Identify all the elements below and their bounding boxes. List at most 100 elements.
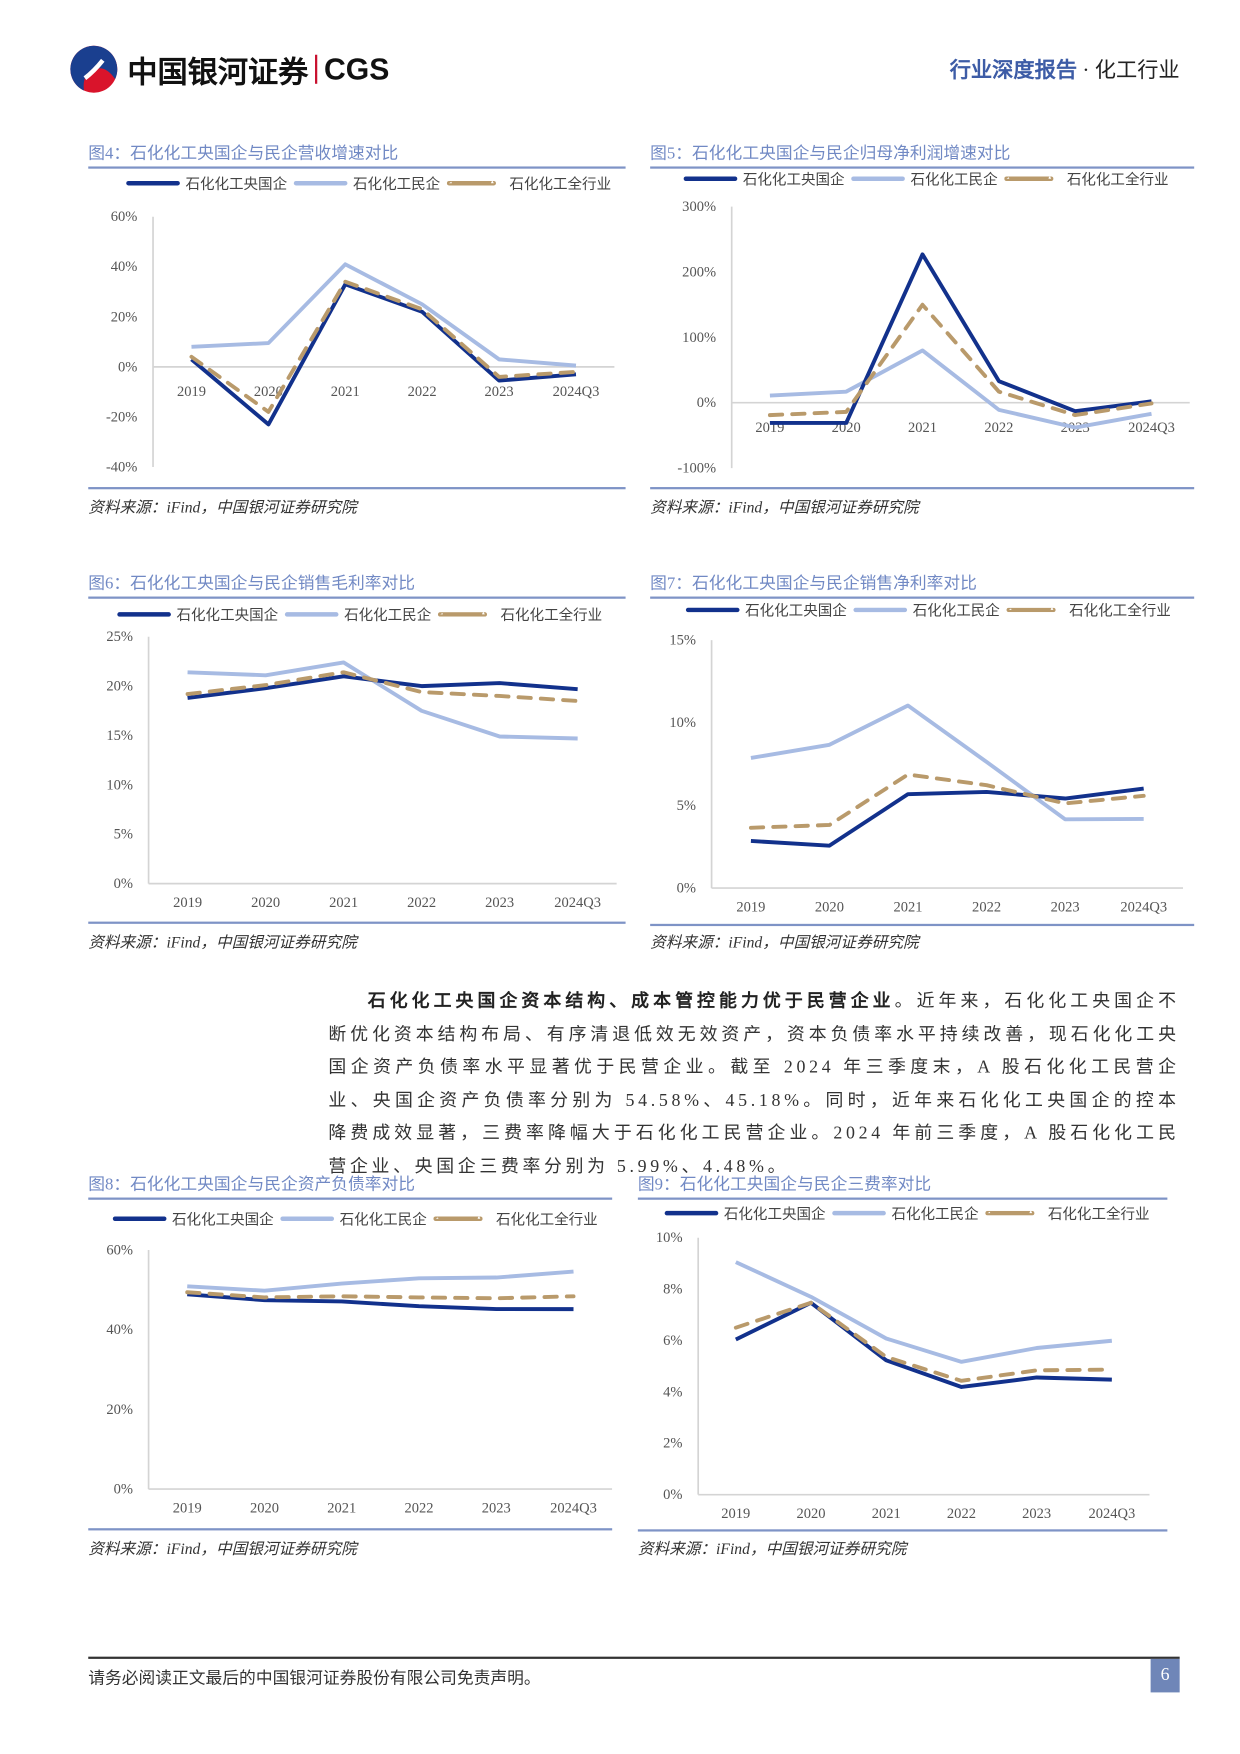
- legend-label: 石化化工央国企: [723, 1205, 826, 1223]
- legend-item-private: 石化化工民企: [832, 1202, 979, 1223]
- logo-divider: [315, 54, 318, 84]
- x-tick-label: 2022: [984, 420, 1013, 436]
- legend-item-central: 石化化工央国企: [126, 172, 287, 193]
- figure-bottom-rule: [650, 487, 1195, 490]
- y-tick-label: 100%: [682, 330, 716, 346]
- series-line-private: [769, 348, 1152, 430]
- x-tick-label: 2020: [251, 895, 280, 911]
- line-chart: 0% 2% 4% 6% 8% 10% 2019 2020 2021 2022 2023 2024Q3: [656, 1230, 1150, 1522]
- y-tick-label: 0%: [677, 881, 696, 897]
- legend-swatch-private: [853, 607, 908, 612]
- x-tick-label: 2023: [485, 384, 514, 400]
- legend-swatch-industry: [1006, 607, 1056, 612]
- chart-legend: 石化化工央国企 石化化工民企 石化化工全行业: [117, 603, 609, 624]
- report-header: 行业深度报告 · 化工行业: [950, 54, 1180, 84]
- x-tick-label: 2019: [173, 1501, 202, 1517]
- legend-item-central: 石化化工央国企: [685, 599, 847, 620]
- line-chart: -100%0%100%200%300%2019 2020 2021 2022 2023 2…: [677, 199, 1190, 477]
- x-tick-label: 2019: [177, 384, 206, 400]
- figure-bottom-rule: [88, 487, 626, 490]
- line-chart: -40%-20%0%20%40%60%2019 2020 2021 2022 2023 2…: [106, 209, 615, 475]
- series-line-central: [769, 252, 1152, 425]
- legend-label: 石化化工民企: [344, 606, 432, 624]
- x-tick-label: 2023: [482, 1501, 511, 1517]
- series-line-industry: [185, 670, 580, 703]
- x-tick-label: 2021: [894, 900, 923, 916]
- y-tick-label: 20%: [106, 679, 133, 695]
- legend-swatch-private: [280, 1215, 335, 1221]
- y-tick-label: 40%: [111, 259, 138, 275]
- figure-source: 资料来源：iFind，中国银河证券研究院: [88, 1541, 357, 1559]
- y-tick-label: 15%: [106, 728, 133, 744]
- report-type: 行业深度报告: [949, 59, 1078, 83]
- legend-label: 石化化工民企: [891, 1205, 979, 1223]
- series-line-industry: [189, 279, 578, 414]
- figure-source: 资料来源：iFind，中国银河证券研究院: [88, 935, 357, 952]
- y-tick-label: 20%: [111, 309, 138, 325]
- series-line-central: [187, 1292, 574, 1312]
- legend-item-industry: 石化化工全行业: [1004, 168, 1169, 189]
- figure-title: 图5：石化化工央国企与民企归母净利润增速对比: [650, 145, 1011, 164]
- y-tick-label: 60%: [111, 209, 138, 225]
- figure-top-rule: [88, 1197, 613, 1200]
- x-tick-label: 2021: [331, 384, 360, 400]
- legend-label: 石化化工全行业: [1066, 170, 1169, 188]
- figure-top-rule: [88, 166, 626, 169]
- paragraph-lead: 石化化工央国企资本结构、成本管控能力优于民营企业: [367, 991, 895, 1011]
- y-tick-label: 10%: [656, 1230, 683, 1246]
- y-tick-label: 0%: [118, 359, 137, 375]
- y-tick-label: 25%: [106, 631, 133, 645]
- figure-top-rule: [650, 596, 1195, 599]
- series-line-industry: [748, 772, 1146, 830]
- series-line-central: [190, 282, 577, 427]
- paragraph-body: 。近年来，石化化工央国企不断优化资本结构布局、有序清退低效无效资产，资本负债率水…: [328, 991, 1180, 1177]
- legend-item-central: 石化化工央国企: [112, 1208, 274, 1229]
- y-tick-label: -40%: [106, 459, 137, 475]
- x-tick-label: 2022: [404, 1501, 433, 1517]
- cgs-logo-icon: [70, 45, 118, 93]
- logo-text-cn: 中国银河证券: [127, 55, 309, 89]
- figure-6: 图6：石化化工央国企与民企销售毛利率对比 石化化工央国企 石化化工民企 石化化工…: [88, 571, 626, 956]
- series-line-industry: [767, 302, 1154, 418]
- y-tick-label: 8%: [663, 1282, 682, 1298]
- series-line-private: [187, 660, 578, 741]
- legend-item-central: 石化化工央国企: [117, 603, 278, 624]
- legend-item-central: 石化化工央国企: [683, 168, 845, 189]
- figure-top-rule: [637, 1197, 1168, 1200]
- y-tick-label: 20%: [106, 1402, 133, 1418]
- legend-swatch-industry: [433, 1215, 483, 1221]
- x-tick-label: 2024Q3: [1120, 900, 1167, 916]
- x-tick-label: 2020: [796, 1506, 825, 1522]
- legend-item-industry: 石化化工全行业: [985, 1202, 1150, 1223]
- x-tick-label: 2023: [1022, 1506, 1051, 1522]
- line-chart: 0% 20% 40% 60% 2019 2020 2021 2022 2023 2024Q3: [106, 1243, 613, 1517]
- legend-item-industry: 石化化工全行业: [433, 1208, 598, 1229]
- logo-text-en: CGS: [323, 51, 390, 86]
- figure-title: 图4：石化化工央国企与民企营收增速对比: [88, 145, 399, 164]
- y-tick-label: -100%: [677, 461, 716, 477]
- figure-source: 资料来源：iFind，中国银河证券研究院: [650, 935, 919, 952]
- x-tick-label: 2024Q3: [1128, 420, 1175, 436]
- legend-swatch-private: [832, 1210, 886, 1215]
- page-number: 6: [1150, 1658, 1180, 1693]
- y-tick-label: 2%: [663, 1436, 682, 1452]
- figure-source: 资料来源：iFind，中国银河证券研究院: [88, 500, 357, 518]
- x-tick-label: 2022: [972, 900, 1001, 916]
- series-line-industry: [185, 1290, 576, 1301]
- legend-label: 石化化工央国企: [745, 602, 847, 619]
- legend-item-industry: 石化化工全行业: [446, 172, 612, 193]
- figure-title: 图9：石化化工央国企与民企三费率对比: [637, 1176, 932, 1195]
- legend-label: 石化化工全行业: [1069, 602, 1171, 619]
- legend-swatch-industry: [1004, 175, 1054, 181]
- legend-swatch-central: [664, 1210, 719, 1215]
- figure-source: 资料来源：iFind，中国银河证券研究院: [650, 500, 919, 518]
- legend-label: 石化化工民企: [912, 602, 1000, 619]
- figure-5: 图5：石化化工央国企与民企归母净利润增速对比 石化化工央国企 石化化工民企 石化…: [650, 141, 1195, 521]
- legend-item-private: 石化化工民企: [280, 1208, 427, 1229]
- industry-name: 化工行业: [1094, 59, 1180, 83]
- legend-swatch-industry: [437, 611, 488, 617]
- figure-top-rule: [88, 596, 626, 599]
- legend-label: 石化化工全行业: [509, 175, 612, 193]
- y-tick-label: 10%: [106, 777, 133, 793]
- figure-8: 图8：石化化工央国企与民企资产负债率对比 石化化工央国企 石化化工民企 石化化工…: [88, 1172, 613, 1563]
